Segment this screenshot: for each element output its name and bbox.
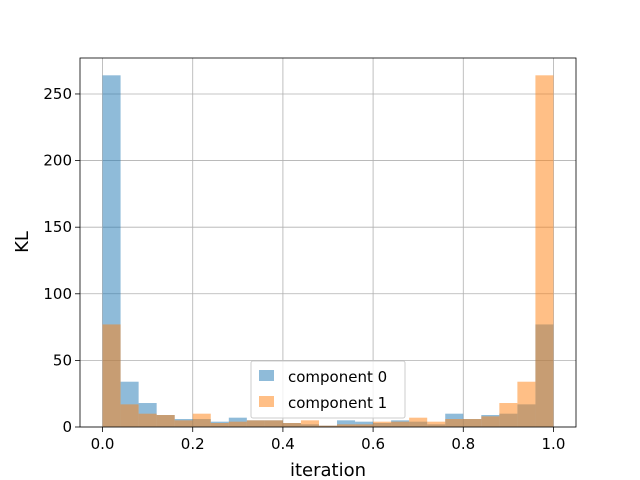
y-tick-label: 50 <box>53 351 72 369</box>
histogram-bar-component-1 <box>409 417 428 427</box>
histogram-bar-component-1 <box>174 420 193 427</box>
x-axis-ticks: 0.0 0.2 0.4 0.6 0.8 1.0 <box>91 427 566 453</box>
x-tick-label: 0.6 <box>361 435 385 453</box>
histogram-bar-component-1 <box>246 420 265 427</box>
histogram-bar-component-1 <box>391 421 410 427</box>
legend-label-component-0: component 0 <box>288 368 387 386</box>
y-axis-label: KL <box>12 231 33 253</box>
legend-swatch-component-0 <box>259 370 274 381</box>
y-axis-ticks: 0 50 100 150 200 250 <box>43 85 80 436</box>
histogram-bar-component-1 <box>102 324 121 427</box>
y-tick-label: 150 <box>43 218 72 236</box>
histogram-bar-component-1 <box>517 381 536 427</box>
legend-label-component-1: component 1 <box>288 394 387 412</box>
histogram-bar-component-1 <box>355 424 374 427</box>
histogram-bar-component-0 <box>337 420 356 427</box>
x-tick-label: 0.2 <box>181 435 205 453</box>
y-tick-label: 100 <box>43 285 72 303</box>
histogram-bar-component-1 <box>535 75 554 427</box>
x-tick-label: 0.8 <box>451 435 475 453</box>
histogram-bar-component-1 <box>318 425 338 427</box>
histogram-bar-component-1 <box>192 413 211 427</box>
y-tick-label: 250 <box>43 85 72 103</box>
histogram-bar-component-1 <box>156 415 175 427</box>
histogram-bar-component-1 <box>264 420 283 427</box>
histogram-bar-component-1 <box>282 423 301 427</box>
legend-box <box>250 360 406 419</box>
histogram-bar-component-1 <box>300 420 319 427</box>
x-tick-label: 0.4 <box>271 435 295 453</box>
histogram-bar-component-1 <box>228 421 247 427</box>
legend-swatch-component-1 <box>259 396 274 407</box>
series-1-bars <box>102 75 554 427</box>
y-tick-label: 200 <box>43 152 72 170</box>
histogram-bars <box>102 75 554 427</box>
histogram-bar-component-1 <box>463 419 482 427</box>
x-tick-label: 0.0 <box>91 435 115 453</box>
histogram-bar-component-1 <box>499 403 518 427</box>
histogram-bar-component-1 <box>427 421 446 427</box>
y-tick-label: 0 <box>62 418 72 436</box>
x-axis-label: iteration <box>290 460 366 480</box>
histogram-bar-component-1 <box>120 404 139 427</box>
histogram-bar-component-1 <box>337 424 356 427</box>
histogram-bar-component-1 <box>481 416 500 427</box>
plot-frame <box>79 57 577 428</box>
histogram-bar-component-1 <box>138 413 157 427</box>
histogram-bar-component-1 <box>445 419 464 427</box>
histogram-bar-component-1 <box>373 421 392 427</box>
legend: component 0 component 1 <box>250 360 406 419</box>
histogram-bar-component-1 <box>210 423 229 427</box>
x-tick-label: 1.0 <box>542 435 566 453</box>
